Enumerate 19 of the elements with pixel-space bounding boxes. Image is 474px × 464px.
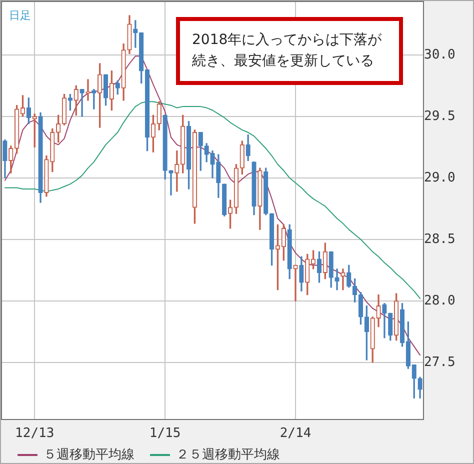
annotation: 2018年に入ってからは下落が続き、最安値を更新している [192, 31, 383, 71]
candlestick [80, 89, 84, 117]
candlestick [168, 170, 174, 196]
y-tick-label: 29.5 [424, 108, 456, 124]
text: 日足 [9, 9, 31, 22]
candlestick [174, 150, 180, 192]
candlestick [334, 268, 340, 290]
legend-label: ２５週移動平均線 [176, 447, 280, 462]
y-tick-label: 28.5 [424, 232, 456, 247]
x-tick-label: 2/14 [280, 426, 312, 442]
y-tick-label: 27.5 [424, 354, 456, 370]
candlestick [340, 268, 346, 290]
y-tick-label: 30.0 [424, 47, 456, 62]
legend-label: ５週移動平均線 [44, 447, 134, 462]
x-tick-label: 12/13 [15, 426, 54, 442]
y-tick-label: 28.0 [424, 293, 456, 308]
x-tick-label: 1/15 [149, 426, 181, 442]
candlestick [293, 264, 298, 302]
y-tick-label: 29.0 [424, 170, 456, 186]
